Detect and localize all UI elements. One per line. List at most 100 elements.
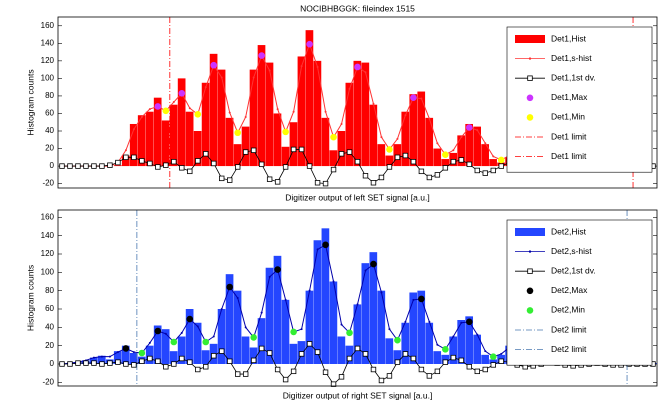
hist-bar (465, 316, 474, 364)
point-marker (386, 146, 393, 153)
line-marker (132, 351, 135, 354)
line-marker (148, 341, 151, 344)
hist-bar (113, 351, 122, 364)
line-marker (484, 350, 487, 353)
derivative-marker (290, 146, 297, 153)
derivative-marker (266, 176, 273, 182)
line-marker (476, 333, 479, 336)
legend-swatch (515, 228, 545, 236)
derivative-marker (234, 164, 241, 170)
hist-bar (281, 146, 290, 167)
y-tick-label: 140 (41, 38, 55, 47)
line-marker (380, 291, 383, 294)
derivative-marker (410, 158, 417, 165)
legend-label: Det1,1st dv. (551, 72, 596, 82)
line-marker (292, 110, 295, 113)
line-marker (356, 303, 359, 306)
hist-bar (129, 123, 138, 167)
hist-bar (217, 69, 226, 167)
line-marker (372, 102, 375, 105)
legend-label: Det2,s-hist (551, 246, 592, 256)
point-marker (210, 61, 218, 69)
derivative-marker (187, 359, 193, 365)
hist-bar (201, 350, 210, 364)
hist-bar (441, 354, 450, 364)
y-axis-label: Histogram counts (25, 69, 35, 135)
derivative-marker (147, 160, 153, 167)
line-marker (380, 136, 383, 139)
derivative-marker (99, 163, 105, 169)
hist-bar (249, 69, 258, 167)
derivative-marker (195, 158, 201, 164)
hist-bar (321, 228, 330, 364)
hist-bar (305, 290, 314, 364)
line-marker (300, 65, 303, 68)
line-marker (268, 275, 271, 278)
hist-bar (321, 117, 330, 167)
line-marker (220, 76, 223, 79)
derivative-marker (227, 177, 233, 183)
hist-bar (257, 318, 266, 364)
hist-bar (169, 351, 178, 364)
derivative-marker (179, 355, 185, 362)
point-marker (489, 353, 497, 360)
hist-bar (113, 165, 122, 167)
derivative-marker (474, 368, 480, 375)
legend-label: Det2 limit (551, 344, 587, 354)
line-marker (244, 326, 247, 329)
derivative-marker (282, 376, 289, 383)
point-marker (178, 89, 186, 97)
hist-bar (281, 299, 290, 364)
derivative-marker (155, 358, 161, 364)
line-marker (348, 87, 351, 90)
derivative-marker (418, 168, 425, 175)
hist-bar (185, 111, 194, 167)
derivative-marker (410, 355, 417, 362)
line-marker (484, 142, 487, 145)
hist-bar (145, 111, 154, 167)
derivative-marker (179, 165, 185, 171)
line-marker (332, 280, 335, 283)
legend-marker (526, 94, 534, 102)
hist-bar (465, 123, 474, 167)
hist-bar (337, 131, 346, 167)
derivative-marker (75, 163, 81, 169)
legend-marker (528, 57, 532, 60)
line-marker (300, 328, 303, 331)
point-marker (234, 129, 241, 137)
legend: Det1,Hist Det1,s-hist Det1,1st dv. Det1,Max… (506, 26, 653, 173)
derivative-marker (314, 180, 321, 186)
line-marker (452, 335, 455, 338)
hist-bar (225, 117, 234, 167)
point-marker (250, 334, 257, 341)
point-marker (154, 327, 162, 335)
legend-label: Det2,Min (551, 305, 585, 315)
point-marker (394, 336, 401, 344)
line-marker (188, 107, 191, 110)
hist-bar (193, 131, 202, 167)
y-tick-label: -20 (42, 179, 54, 188)
hist-bar (401, 322, 410, 364)
derivative-marker (386, 164, 393, 170)
line-marker (236, 297, 239, 299)
y-tick-label: 80 (45, 286, 54, 295)
derivative-marker (59, 163, 65, 169)
line-marker (180, 331, 183, 334)
hist-bar (241, 126, 250, 167)
line-marker (148, 108, 151, 111)
line-marker (404, 114, 407, 117)
hist-bar (425, 322, 434, 364)
line-marker (364, 269, 367, 272)
derivative-marker (346, 149, 353, 155)
hist-bar (417, 91, 426, 167)
hist-bar (313, 60, 322, 167)
y-tick-label: 0 (50, 161, 55, 170)
derivative-marker (322, 369, 329, 375)
derivative-marker (450, 158, 457, 165)
derivative-marker (242, 371, 249, 377)
derivative-marker (314, 349, 321, 355)
hist-bar (481, 354, 489, 364)
derivative-marker (290, 368, 297, 375)
y-tick-label: 40 (45, 126, 54, 135)
derivative-marker (155, 164, 161, 170)
